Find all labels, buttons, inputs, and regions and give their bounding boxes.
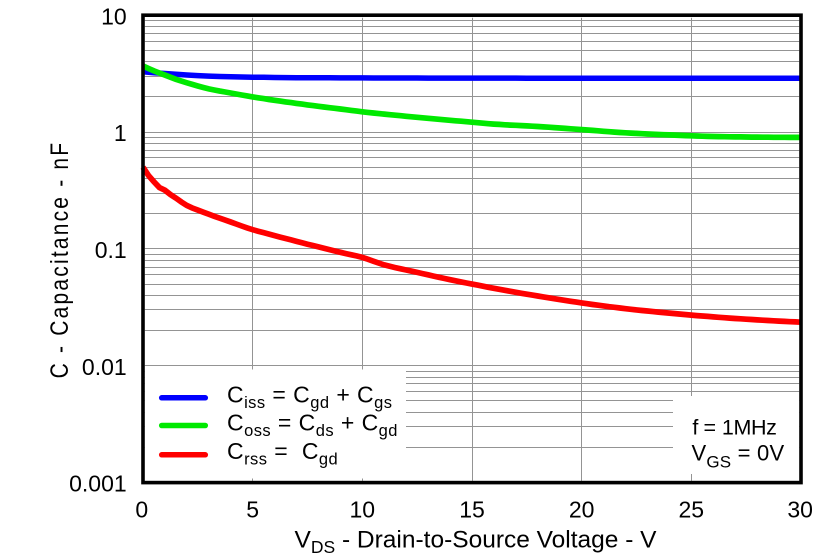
svg-text:10: 10 [101, 3, 127, 29]
svg-text:30: 30 [787, 496, 813, 522]
svg-text:f=1MHz: f = 1MHz [692, 416, 776, 440]
svg-text:C - Capacitance - nF: C - Capacitance - nF [45, 141, 73, 379]
svg-text:0.01: 0.01 [82, 354, 127, 380]
svg-text:10: 10 [350, 496, 376, 522]
svg-text:0: 0 [135, 496, 148, 522]
svg-text:5: 5 [246, 496, 259, 522]
svg-text:VDS - Drain-to-Source Voltage: VDS - Drain-to-Source Voltage - V [295, 527, 658, 558]
svg-text:1: 1 [114, 120, 127, 146]
svg-text:0.001: 0.001 [69, 471, 127, 497]
svg-text:0.1: 0.1 [95, 237, 127, 263]
svg-text:25: 25 [679, 496, 705, 522]
svg-text:Coss = Cds + Cgd: Coss = Cds + Cgd [227, 410, 398, 440]
svg-text:15: 15 [459, 496, 485, 522]
svg-text:20: 20 [569, 496, 595, 522]
